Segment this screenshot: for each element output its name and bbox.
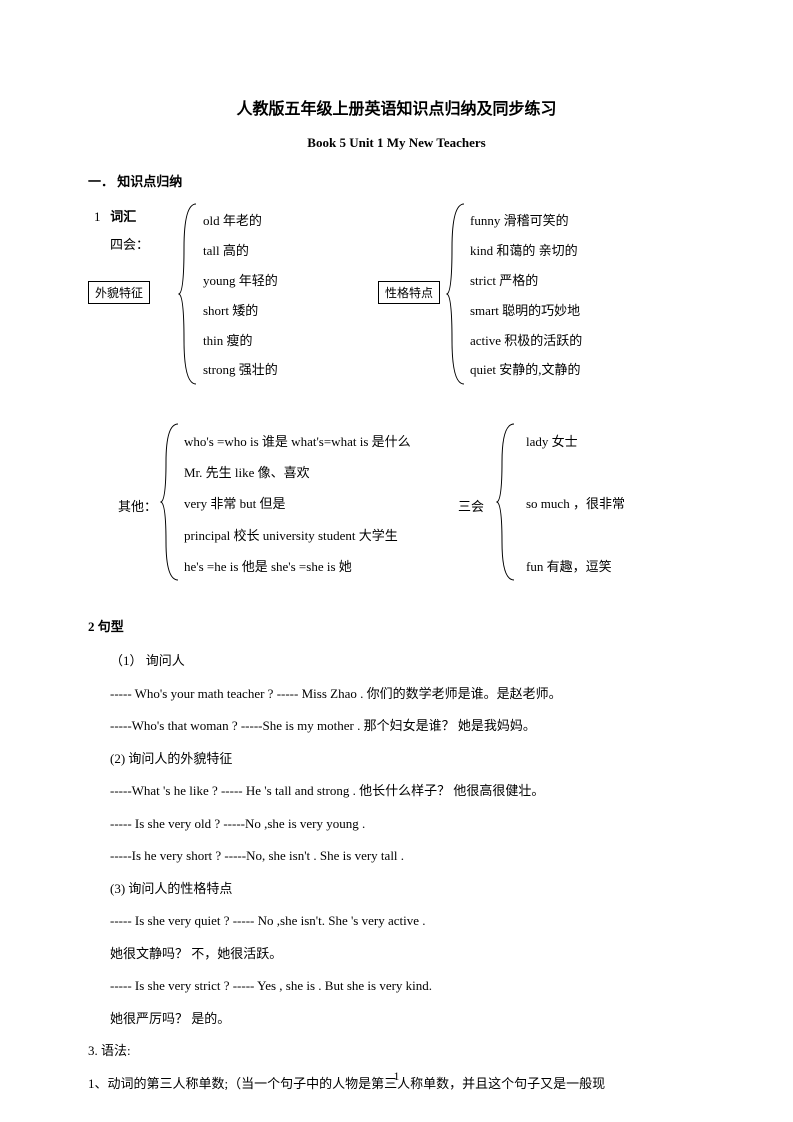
main-title: 人教版五年级上册英语知识点归纳及同步练习 xyxy=(88,95,705,119)
list-item xyxy=(526,457,625,488)
sent-line: -----What 's he like ? ----- He 's tall … xyxy=(110,775,705,808)
brace-left-2 xyxy=(446,202,466,387)
list-item: very 非常 but 但是 xyxy=(184,488,411,519)
page-number: 1 xyxy=(0,1069,793,1084)
list-item: fun 有趣，逗笑 xyxy=(526,551,625,582)
brace-other-2 xyxy=(496,422,516,584)
box-personality: 性格特点 xyxy=(378,281,440,304)
sanhui-label: 三会 xyxy=(458,496,484,515)
list-item: old 年老的 xyxy=(203,206,278,236)
list-item: he's =he is 他是 she's =she is 她 xyxy=(184,551,411,582)
list-item: smart 聪明的巧妙地 xyxy=(470,296,582,326)
other-block: 其他： who's =who is 谁是 what's=what is 是什么 … xyxy=(88,426,705,596)
other-label: 其他： xyxy=(118,496,157,515)
vocab-num-label: 1 词汇 xyxy=(94,206,136,225)
list-item: strong 强壮的 xyxy=(203,355,278,385)
sent-line: (3) 询问人的性格特点 xyxy=(110,873,705,906)
sent-line: ----- Is she very strict ? ----- Yes , s… xyxy=(110,970,705,1003)
sent-line: ----- Is she very quiet ? ----- No ,she … xyxy=(110,905,705,938)
list-item: short 矮的 xyxy=(203,296,278,326)
sent-line: 她很严厉吗？ 是的。 xyxy=(110,1003,705,1036)
list-item: thin 瘦的 xyxy=(203,326,278,356)
sub-title-text: Book 5 Unit 1 My New Teachers xyxy=(307,135,485,150)
sent-line: (2) 询问人的外貌特征 xyxy=(110,743,705,776)
other-left-list: who's =who is 谁是 what's=what is 是什么 Mr. … xyxy=(184,426,411,582)
section-1-head: 一． 知识点归纳 xyxy=(88,171,705,190)
sent-line: -----Who's that woman ? -----She is my m… xyxy=(110,710,705,743)
vocab-block: 1 词汇 四会： 外貌特征 性格特点 old 年老的 tall 高的 young… xyxy=(88,206,705,396)
sub-title: Book 5 Unit 1 My New Teachers xyxy=(88,135,705,151)
list-item: lady 女士 xyxy=(526,426,625,457)
sent-line: （1） 询问人 xyxy=(110,645,705,678)
box-appearance: 外貌特征 xyxy=(88,281,150,304)
list-item: who's =who is 谁是 what's=what is 是什么 xyxy=(184,426,411,457)
list-item: so much ，很非常 xyxy=(526,488,625,519)
sent-line: -----Is he very short ? -----No, she isn… xyxy=(110,840,705,873)
brace-other-1 xyxy=(160,422,180,584)
sent-line: ----- Who's your math teacher ? ----- Mi… xyxy=(110,678,705,711)
list-item: strict 严格的 xyxy=(470,266,582,296)
list-item: principal 校长 university student 大学生 xyxy=(184,520,411,551)
list-item xyxy=(526,520,625,551)
brace-left-1 xyxy=(178,202,198,387)
grammar-head: 3. 语法: xyxy=(88,1035,705,1068)
list-item: quiet 安静的,文静的 xyxy=(470,355,582,385)
list-item: young 年轻的 xyxy=(203,266,278,296)
sentence-head: 2 句型 xyxy=(88,616,705,635)
list-item: active 积极的活跃的 xyxy=(470,326,582,356)
list-item: funny 滑稽可笑的 xyxy=(470,206,582,236)
list-item: kind 和蔼的 亲切的 xyxy=(470,236,582,266)
sent-line: 她很文静吗？ 不，她很活跃。 xyxy=(110,938,705,971)
list-item: Mr. 先生 like 像、喜欢 xyxy=(184,457,411,488)
sihui-label: 四会： xyxy=(110,234,149,253)
other-right-list: lady 女士 so much ，很非常 fun 有趣，逗笑 xyxy=(526,426,625,582)
vocab-right-list: funny 滑稽可笑的 kind 和蔼的 亲切的 strict 严格的 smar… xyxy=(470,206,582,385)
vocab-left-list: old 年老的 tall 高的 young 年轻的 short 矮的 thin … xyxy=(203,206,278,385)
sent-line: ----- Is she very old ? -----No ,she is … xyxy=(110,808,705,841)
list-item: tall 高的 xyxy=(203,236,278,266)
